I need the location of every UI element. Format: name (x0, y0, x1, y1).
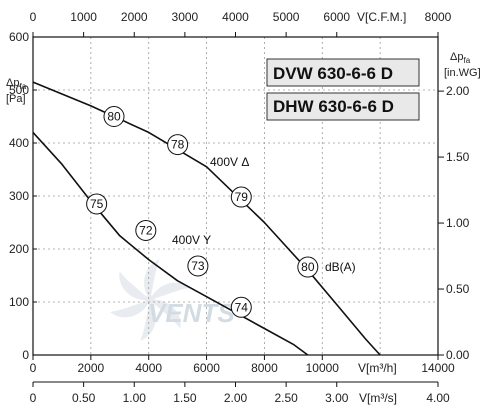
noise-unit-label: dB(A) (325, 260, 356, 274)
watermark-fan-blade (140, 300, 156, 341)
noise-badge-circle (297, 256, 319, 278)
noise-badge-circle (135, 219, 157, 241)
noise-badge-value: 75 (90, 197, 104, 211)
left-tick-label: 100 (9, 295, 29, 309)
noise-badge-circle (167, 134, 189, 156)
watermark-fan-blade (150, 282, 190, 300)
bottom-tick-label: 14000 (421, 361, 455, 375)
series-label-delta: 400V Δ (210, 155, 249, 169)
bottom2-axis-ticks: 0 0.50 1.00 1.50 2.00 2.50 3.00 4.00 (30, 381, 450, 405)
right-axis-label: Δpfa (450, 51, 471, 65)
left-axis-title: Δpfa [Pa] (6, 77, 27, 105)
right-tick-label: 1.00 (446, 216, 470, 230)
left-tick-label: 400 (9, 136, 29, 150)
noise-badge: 73 (187, 255, 209, 277)
watermark-fan-blade (144, 259, 160, 300)
top-tick-label: 4000 (222, 10, 249, 24)
noise-badge: 75 (86, 193, 108, 215)
right-axis-unit: [in.WG] (444, 67, 481, 79)
noise-badge-value: 80 (301, 260, 315, 274)
right-tick-label: 1.50 (446, 150, 470, 164)
noise-badge-value: 79 (235, 190, 249, 204)
right-tick-label: 2.00 (446, 84, 470, 98)
bottom-tick-label: 2000 (78, 361, 105, 375)
bottom-tick-label: 0 (30, 361, 37, 375)
bottom2-tick-label: 2.00 (224, 391, 248, 405)
model-label-1: DVW 630-6-6 D (266, 58, 420, 87)
model-name-1: DVW 630-6-6 D (273, 64, 393, 83)
top-axis-label: V[C.F.M.] (357, 10, 406, 24)
bottom-tick-label: 10000 (306, 361, 340, 375)
left-tick-label: 200 (9, 242, 29, 256)
bottom-tick-label: 6000 (193, 361, 220, 375)
watermark-fan-hub (145, 295, 155, 305)
right-tick-label: 0.00 (446, 348, 470, 362)
model-name-2: DHW 630-6-6 D (273, 97, 394, 116)
noise-badge: 72 (135, 219, 157, 241)
top-axis-ticks: 0 1000 2000 3000 4000 5000 6000 8000 (30, 10, 452, 37)
bottom2-tick-label: 4.00 (426, 391, 450, 405)
model-label-2: DHW 630-6-6 D (266, 92, 420, 121)
left-axis-ticks: 0 100 200 300 400 500 600 (9, 30, 37, 362)
right-axis-title: Δpfa [in.WG] (444, 51, 481, 79)
left-axis-label: Δpfa (6, 77, 27, 91)
noise-badge-value: 72 (139, 223, 153, 237)
top-tick-label: 2000 (121, 10, 148, 24)
left-tick-label: 0 (22, 348, 29, 362)
noise-badge-circle (187, 255, 209, 277)
top-tick-label: 0 (30, 10, 37, 24)
top-tick-label: 8000 (425, 10, 452, 24)
bottom-axis-ticks: 0 2000 4000 6000 8000 10000 14000 (30, 355, 455, 375)
series-label-y: 400V Y (172, 233, 211, 247)
noise-badge-value: 78 (171, 138, 185, 152)
left-axis-unit: [Pa] (6, 93, 26, 105)
left-tick-label: 600 (9, 30, 29, 44)
bottom2-tick-label: 0 (30, 391, 37, 405)
noise-badge: 79 (230, 186, 252, 208)
noise-badge-circle (86, 193, 108, 215)
bottom2-axis-label: V[m³/s] (359, 391, 397, 405)
bottom-axis-label: V[m³/h] (358, 361, 397, 375)
watermark: VENTS (110, 259, 235, 341)
top-tick-label: 5000 (273, 10, 300, 24)
bottom2-tick-label: 1.50 (173, 391, 197, 405)
watermark-fan-blade (110, 300, 150, 318)
noise-badge-value: 73 (191, 259, 205, 273)
bottom-tick-label: 4000 (135, 361, 162, 375)
right-axis-ticks: 0.00 0.50 1.00 1.50 2.00 (438, 84, 470, 362)
noise-badge-value: 80 (107, 110, 121, 124)
left-tick-label: 300 (9, 189, 29, 203)
model-box-2 (266, 92, 420, 121)
model-box-1 (266, 58, 420, 87)
noise-badge: 80 (103, 106, 125, 127)
bottom2-tick-label: 3.00 (325, 391, 349, 405)
grid (33, 37, 438, 355)
noise-badge: 74 (230, 296, 252, 318)
noise-level-badges: 80 78 79 80 75 72 73 74 (86, 106, 319, 318)
series-line-2 (32, 131, 309, 356)
bottom-tick-label: 8000 (251, 361, 278, 375)
watermark-fan-icon (110, 259, 190, 341)
left-tick-label: 500 (9, 83, 29, 97)
noise-badge: 78 (167, 134, 189, 156)
bottom2-tick-label: 1.00 (123, 391, 147, 405)
noise-badge-circle (230, 296, 252, 318)
bottom2-tick-label: 2.50 (274, 391, 298, 405)
bottom2-tick-label: 0.50 (72, 391, 96, 405)
noise-badge-value: 74 (235, 300, 249, 314)
noise-badge-circle (103, 106, 125, 127)
top-tick-label: 3000 (172, 10, 199, 24)
watermark-text: VENTS (148, 298, 235, 328)
top-tick-label: 1000 (70, 10, 97, 24)
noise-badge: 80 (297, 256, 319, 278)
right-tick-label: 0.50 (446, 282, 470, 296)
noise-badge-circle (230, 186, 252, 208)
top-tick-label: 6000 (323, 10, 350, 24)
